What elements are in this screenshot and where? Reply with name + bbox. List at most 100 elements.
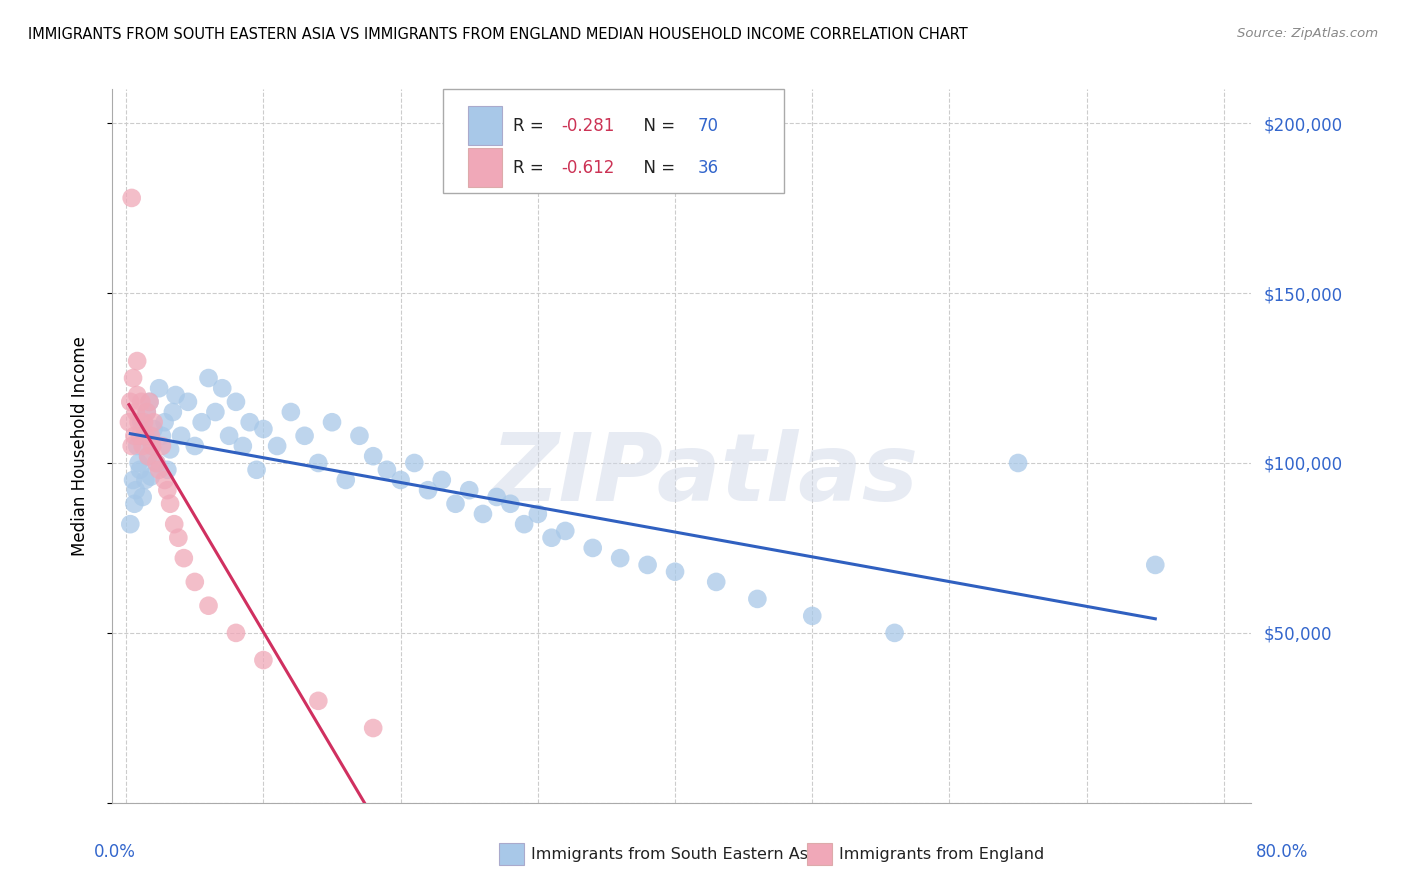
Point bbox=[540, 531, 562, 545]
Point bbox=[280, 405, 302, 419]
Point bbox=[163, 517, 186, 532]
Point bbox=[127, 439, 149, 453]
Point bbox=[204, 405, 226, 419]
Text: R =: R = bbox=[513, 159, 550, 177]
Point bbox=[245, 463, 267, 477]
Point bbox=[128, 415, 150, 429]
Point bbox=[444, 497, 467, 511]
FancyBboxPatch shape bbox=[443, 89, 785, 193]
Point bbox=[134, 473, 156, 487]
Y-axis label: Median Household Income: Median Household Income bbox=[70, 336, 89, 556]
Point bbox=[118, 415, 141, 429]
Point bbox=[173, 551, 195, 566]
Point bbox=[153, 473, 176, 487]
Point bbox=[145, 456, 167, 470]
Text: 36: 36 bbox=[697, 159, 718, 177]
Text: Immigrants from South Eastern Asia: Immigrants from South Eastern Asia bbox=[531, 847, 823, 862]
Point bbox=[416, 483, 439, 498]
Point bbox=[122, 371, 145, 385]
Point bbox=[165, 388, 187, 402]
Point bbox=[211, 381, 233, 395]
Text: -0.612: -0.612 bbox=[561, 159, 614, 177]
Point bbox=[321, 415, 343, 429]
Point bbox=[664, 565, 686, 579]
Point bbox=[609, 551, 631, 566]
Point bbox=[142, 415, 165, 429]
Point bbox=[167, 531, 190, 545]
Point bbox=[148, 463, 170, 477]
Text: Immigrants from England: Immigrants from England bbox=[839, 847, 1045, 862]
Point bbox=[139, 429, 162, 443]
Point bbox=[135, 405, 157, 419]
Point bbox=[430, 473, 453, 487]
Point bbox=[131, 490, 153, 504]
Point bbox=[801, 608, 824, 623]
Point bbox=[124, 497, 146, 511]
Point bbox=[120, 517, 142, 532]
Point bbox=[218, 429, 240, 443]
Point bbox=[184, 439, 207, 453]
Text: 80.0%: 80.0% bbox=[1256, 843, 1309, 861]
Point bbox=[184, 574, 207, 589]
Point bbox=[138, 394, 160, 409]
Point bbox=[148, 381, 170, 395]
Text: IMMIGRANTS FROM SOUTH EASTERN ASIA VS IMMIGRANTS FROM ENGLAND MEDIAN HOUSEHOLD I: IMMIGRANTS FROM SOUTH EASTERN ASIA VS IM… bbox=[28, 27, 967, 42]
Point bbox=[125, 483, 148, 498]
Bar bbox=[468, 106, 502, 145]
Point bbox=[197, 371, 219, 385]
Point bbox=[153, 415, 176, 429]
Point bbox=[159, 442, 181, 457]
Point bbox=[404, 456, 426, 470]
Point bbox=[527, 507, 550, 521]
Text: R =: R = bbox=[513, 117, 550, 135]
Point bbox=[131, 439, 153, 453]
Point bbox=[582, 541, 605, 555]
Text: -0.281: -0.281 bbox=[561, 117, 614, 135]
Point bbox=[122, 473, 145, 487]
Point bbox=[225, 394, 247, 409]
Point bbox=[145, 456, 167, 470]
Bar bbox=[468, 148, 502, 187]
Point bbox=[141, 439, 163, 453]
Point bbox=[361, 449, 384, 463]
Point bbox=[485, 490, 508, 504]
Point bbox=[128, 456, 150, 470]
Point bbox=[124, 429, 146, 443]
Point bbox=[1144, 558, 1167, 572]
Point bbox=[138, 394, 160, 409]
Point bbox=[704, 574, 727, 589]
Point bbox=[349, 429, 371, 443]
Point bbox=[135, 405, 157, 419]
Point bbox=[156, 463, 179, 477]
Point bbox=[120, 394, 142, 409]
Text: ZIPatlas: ZIPatlas bbox=[491, 428, 918, 521]
Point bbox=[471, 507, 494, 521]
Point bbox=[499, 497, 522, 511]
Point bbox=[266, 439, 288, 453]
Point bbox=[132, 429, 155, 443]
Point bbox=[513, 517, 536, 532]
Point bbox=[170, 429, 193, 443]
Point bbox=[747, 591, 769, 606]
Point bbox=[389, 473, 412, 487]
Point bbox=[335, 473, 357, 487]
Text: 0.0%: 0.0% bbox=[94, 843, 136, 861]
Point bbox=[134, 429, 156, 443]
Text: N =: N = bbox=[633, 159, 681, 177]
Point bbox=[139, 469, 162, 483]
Point bbox=[121, 191, 143, 205]
Point bbox=[252, 653, 274, 667]
Point bbox=[127, 388, 149, 402]
Point bbox=[129, 429, 152, 443]
Point bbox=[252, 422, 274, 436]
Point bbox=[129, 394, 152, 409]
Point bbox=[307, 694, 329, 708]
Point bbox=[294, 429, 316, 443]
Point bbox=[156, 483, 179, 498]
Point bbox=[127, 354, 149, 368]
Point bbox=[159, 497, 181, 511]
Point bbox=[136, 449, 159, 463]
Point bbox=[177, 394, 200, 409]
Point bbox=[458, 483, 481, 498]
Point bbox=[232, 439, 254, 453]
